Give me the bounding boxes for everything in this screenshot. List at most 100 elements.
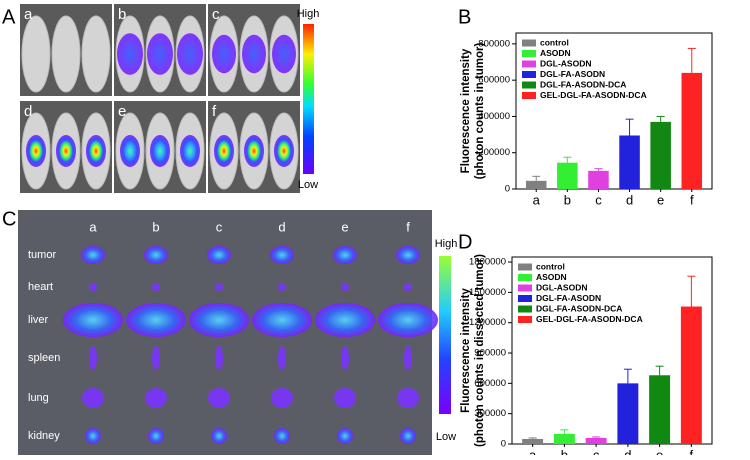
y-tick-label: 1500000: [469, 287, 506, 298]
bar: [619, 135, 640, 189]
organ: [215, 283, 223, 291]
row-label: kidney: [28, 430, 60, 442]
subpanel-label: c: [212, 6, 220, 23]
signal: [86, 135, 106, 167]
scale-high: High: [297, 8, 320, 20]
signal: [117, 33, 143, 75]
color-scale: [439, 256, 451, 414]
subpanel-label: b: [118, 6, 126, 23]
bar: [553, 433, 575, 444]
bar: [585, 437, 607, 444]
organ: [145, 388, 167, 408]
signal: [244, 135, 264, 167]
signal: [147, 33, 173, 75]
signal: [274, 135, 294, 167]
legend-swatch: [522, 81, 536, 89]
legend-label: DGL-ASODN: [536, 282, 587, 292]
legend-label: GEL-DGL-FA-ASODN-DCA: [540, 90, 647, 100]
legend-swatch: [518, 316, 532, 323]
bar: [557, 162, 578, 189]
signal: [212, 34, 236, 74]
legend-label: GEL-DGL-FA-ASODN-DCA: [536, 314, 643, 324]
legend-label: DGL-FA-ASODN-DCA: [536, 303, 622, 313]
error-bar: [532, 175, 541, 181]
legend-label: ASODN: [536, 272, 567, 282]
x-tick-label: e: [656, 447, 663, 455]
legend-swatch: [518, 305, 532, 313]
organ: [152, 283, 160, 291]
y-tick-label: 0: [501, 439, 506, 450]
organ: [315, 303, 375, 337]
error-bar: [656, 115, 665, 122]
legend-label: DGL-FA-ASODN: [540, 69, 605, 79]
signal: [150, 135, 170, 167]
organ: [274, 428, 290, 444]
mouse: [51, 15, 81, 93]
organ: [85, 428, 101, 444]
mouse: [81, 15, 111, 93]
bar: [617, 383, 639, 444]
y-axis-title: (photon counts in tumor): [474, 42, 486, 179]
row-label: lung: [28, 392, 49, 404]
organ: [152, 346, 160, 370]
y-tick-label: 800000: [478, 38, 510, 49]
organ: [404, 346, 412, 370]
organ: [270, 246, 294, 264]
legend-swatch: [518, 295, 532, 302]
plot-frame: [515, 32, 713, 190]
error-bar: [563, 156, 572, 163]
organ: [271, 388, 293, 408]
x-tick-label: e: [657, 192, 664, 207]
bar: [588, 170, 609, 189]
x-tick-label: b: [561, 447, 568, 455]
error-bar: [560, 429, 569, 434]
organ: [341, 346, 349, 370]
error-bar: [625, 118, 634, 136]
organ: [337, 428, 353, 444]
plot-frame: [511, 256, 713, 445]
y-axis-title: (photon counts in dissected tumor): [474, 254, 486, 447]
scale-low: Low: [298, 179, 318, 191]
column-label: e: [341, 219, 348, 234]
legend-swatch: [518, 263, 532, 271]
bar: [522, 438, 544, 444]
scale-high: High: [435, 238, 458, 250]
y-tick-label: 300000: [474, 408, 506, 419]
row-label: heart: [28, 281, 53, 293]
error-bar: [528, 437, 537, 439]
x-tick-label: a: [529, 447, 537, 455]
mouse: [21, 15, 51, 93]
error-bar: [623, 368, 632, 384]
organ: [396, 246, 420, 264]
legend-swatch: [522, 50, 536, 57]
error-bar: [687, 47, 696, 73]
column-label: a: [89, 219, 97, 234]
legend-label: DGL-FA-ASODN: [536, 293, 601, 303]
organ: [341, 283, 349, 291]
legend-label: DGL-FA-ASODN-DCA: [540, 79, 626, 89]
column-label: b: [152, 219, 159, 234]
organ: [148, 428, 164, 444]
bar: [680, 306, 702, 444]
y-tick-label: 400000: [478, 111, 510, 122]
organ: [63, 303, 123, 337]
signal: [177, 33, 203, 75]
organ: [334, 388, 356, 408]
x-tick-label: b: [564, 192, 571, 207]
row-label: liver: [28, 314, 49, 326]
signal: [242, 34, 266, 74]
organ: [278, 346, 286, 370]
bar: [649, 375, 671, 444]
y-tick-label: 600000: [474, 378, 506, 389]
subpanel-label: f: [212, 103, 217, 120]
panel-label: D: [458, 231, 472, 253]
legend-swatch: [522, 71, 536, 78]
bar: [681, 72, 703, 189]
error-bar: [687, 275, 696, 307]
y-tick-label: 200000: [478, 147, 510, 158]
organ: [278, 283, 286, 291]
organ: [81, 246, 105, 264]
organ: [189, 303, 249, 337]
signal: [214, 135, 234, 167]
